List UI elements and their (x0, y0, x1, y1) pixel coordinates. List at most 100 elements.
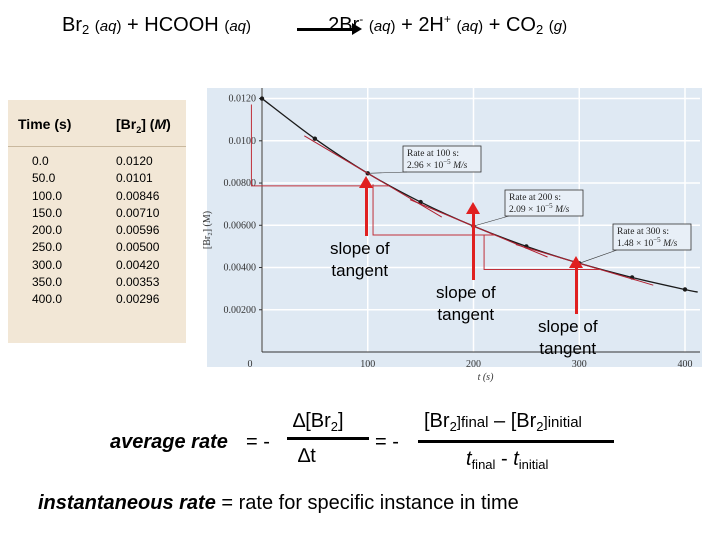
table-cell-concentration: 0.0120 (116, 154, 153, 168)
slope-label-3: slope of tangent (538, 317, 598, 358)
table-cell-time: 50.0 (32, 171, 56, 186)
product-co2: CO (505, 14, 536, 36)
slope-label-1: slope of tangent (330, 239, 390, 280)
rate-callout-box (612, 223, 692, 251)
table-cell-concentration: 0.00710 (116, 205, 160, 220)
x-tick-label: 100 (360, 359, 375, 370)
table-header-time: Time (s) (18, 116, 72, 132)
denominator-tfinal-tinitial: tfinal - tinitial (466, 448, 549, 472)
y-tick-label: 0.00200 (224, 305, 257, 316)
x-tick-label: 300 (572, 359, 587, 370)
table-cell-time: 100.0 (32, 188, 63, 203)
tangent-triangle (372, 184, 495, 236)
concentration-curve (261, 98, 698, 293)
reactant-br-subscript: 2 (82, 22, 90, 37)
slope-arrow-2-line (472, 212, 475, 280)
rate-callout-box (402, 145, 482, 173)
tangent-line (515, 244, 654, 286)
product-co2-subscript: 2 (535, 22, 544, 37)
table-row: 150.0 0.00710 (8, 205, 186, 222)
state-aq-4: aq (461, 18, 479, 35)
table-row: 100.0 0.00846 (8, 188, 186, 205)
reaction-arrow-line (297, 28, 355, 31)
table-cell-concentration: 0.00596 (116, 223, 160, 238)
reactant-br: Br (62, 14, 82, 36)
state-gas: g (553, 18, 563, 35)
table-row: 250.0 0.00500 (8, 239, 186, 256)
product-hydrogen-charge: + (443, 12, 451, 26)
rate-callout-title: Rate at 200 s: (509, 193, 561, 203)
table-cell-concentration: 0.00500 (116, 240, 160, 255)
tangent-triangle (250, 104, 389, 187)
table-row: 400.0 0.00296 (8, 291, 186, 308)
table-cell-concentration: 0.00296 (116, 292, 160, 307)
table-row: 200.0 0.00596 (8, 222, 186, 239)
table-cell-concentration: 0.00846 (116, 188, 160, 203)
table-cell-concentration: 0.00353 (116, 275, 160, 290)
definition-text: = rate for specific instance in time (215, 492, 519, 514)
callout-leader (367, 171, 408, 174)
numerator-final-initial: [Br2]final – [Br2]initial (424, 410, 582, 434)
y-tick-label: 0.0120 (229, 94, 257, 105)
table-cell-time: 300.0 (32, 257, 63, 272)
table-cell-time: 250.0 (32, 240, 63, 255)
denominator-delta-t: ∆t (298, 445, 316, 467)
data-point (682, 287, 688, 292)
callout-leader (579, 249, 618, 264)
x-axis-label: t (s) (478, 372, 495, 383)
plus-sign-3: + (488, 14, 501, 36)
rate-callout-value: 2.96 × 10−5 M/s (407, 158, 468, 171)
fraction-bar-1 (287, 437, 369, 440)
fraction-bar-2 (418, 440, 614, 443)
definition-term: instantaneous rate (38, 492, 216, 514)
table-row: 50.0 0.0101 (8, 170, 186, 187)
table-row: 350.0 0.00353 (8, 274, 186, 291)
rate-callout-value: 2.09 × 10−5 M/s (509, 202, 570, 215)
product-hydrogen: 2H (418, 14, 444, 36)
plus-sign-2: + (401, 14, 413, 36)
y-tick-label: 0.00800 (224, 178, 257, 189)
rate-callout-value: 1.48 × 10−5 M/s (617, 236, 678, 249)
table-row: 0.0 0.0120 (8, 153, 186, 170)
slope-label-2: slope of tangent (436, 283, 496, 324)
average-rate-label: average rate (110, 431, 228, 453)
table-cell-time: 400.0 (32, 292, 63, 307)
product-bromide-charge: - (359, 12, 364, 26)
state-aq-1: aq (99, 18, 117, 35)
slope-arrow-3-line (575, 266, 578, 314)
table-cell-time: 150.0 (32, 205, 63, 220)
table-row: 300.0 0.00420 (8, 257, 186, 274)
state-aq-3: aq (373, 18, 391, 35)
tangent-triangle (483, 235, 601, 271)
reactant-formic-acid: HCOOH (144, 14, 219, 36)
numerator-delta-br2: ∆[Br2] (293, 410, 344, 434)
table-cell-time: 200.0 (32, 223, 63, 238)
x-tick-label: 400 (678, 359, 693, 370)
instantaneous-rate-definition: instantaneous rate = rate for specific i… (38, 492, 519, 515)
reaction-arrow-head (352, 23, 362, 35)
table-cell-concentration: 0.0101 (116, 171, 153, 186)
rate-callout-title: Rate at 100 s: (407, 149, 459, 159)
x-tick-label: 0 (248, 359, 253, 370)
table-cell-concentration: 0.00420 (116, 257, 160, 272)
rate-callout-title: Rate at 300 s: (617, 227, 669, 237)
equals-minus-1: = - (246, 431, 270, 453)
y-tick-label: 0.00600 (224, 220, 257, 231)
data-point (312, 136, 318, 141)
y-tick-label: 0.0100 (229, 136, 257, 147)
x-tick-label: 200 (466, 359, 481, 370)
slope-arrow-3-head (569, 256, 583, 268)
slope-arrow-2-head (466, 202, 480, 214)
data-point (259, 96, 265, 101)
y-tick-label: 0.00400 (224, 263, 257, 274)
slope-arrow-1-head (359, 176, 373, 188)
state-aq-2: aq (229, 18, 246, 35)
equals-minus-2: = - (375, 431, 399, 453)
table-cell-time: 0.0 (32, 154, 49, 168)
rate-callout-box (504, 189, 584, 217)
y-axis-label: [Br₂] (M) (202, 211, 213, 249)
concentration-table: Time (s) [Br2] (M) 0.0 0.0120 50.0 0.0101 10… (8, 100, 186, 343)
table-cell-time: 350.0 (32, 275, 63, 290)
slope-arrow-1-line (365, 186, 368, 236)
